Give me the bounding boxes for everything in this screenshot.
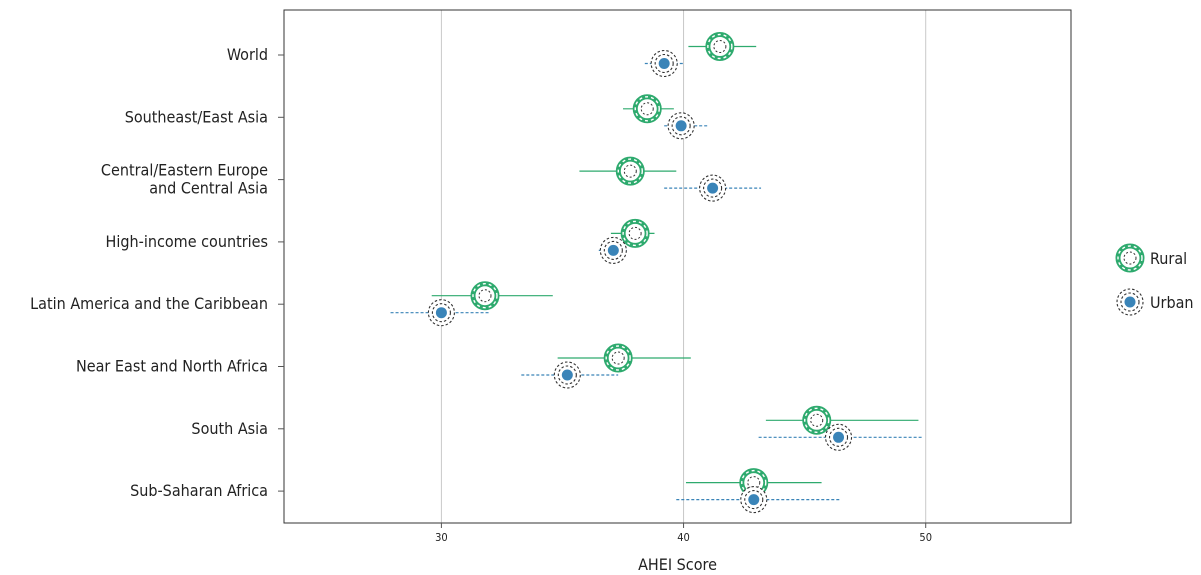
- x-axis-title: AHEI Score: [638, 555, 717, 574]
- legend-marker-urban: [1116, 288, 1144, 316]
- point-urban: [599, 236, 627, 264]
- category-label: Central/Eastern Europe and Central Asia: [101, 161, 268, 198]
- legend-item-urban: Urban: [1116, 288, 1194, 316]
- series-urban: [390, 49, 924, 514]
- point-urban: [740, 486, 768, 514]
- x-axis-ticks: 30 40 50: [435, 523, 932, 544]
- legend-item-rural: Rural: [1115, 243, 1187, 273]
- point-urban: [650, 49, 678, 78]
- legend-marker-rural: [1115, 243, 1145, 273]
- point-rural: [603, 343, 633, 373]
- point-rural: [620, 218, 650, 248]
- point-rural: [615, 156, 645, 186]
- x-tick-label: 30: [435, 531, 448, 544]
- point-urban: [427, 299, 455, 327]
- point-rural: [470, 281, 500, 311]
- category-label: Near East and North Africa: [76, 357, 268, 376]
- x-tick-label: 50: [919, 531, 932, 544]
- point-urban: [553, 361, 581, 389]
- category-label: South Asia: [191, 419, 268, 438]
- plot-frame: [283, 9, 1072, 524]
- category-label: High-income countries: [106, 232, 268, 251]
- series-rural: [431, 32, 919, 498]
- x-tick-label: 40: [677, 531, 690, 544]
- data-series: [390, 32, 924, 514]
- point-urban: [699, 174, 727, 202]
- category-label: Sub-Saharan Africa: [130, 481, 268, 500]
- point-urban: [824, 423, 853, 451]
- legend: Rural Urban: [1115, 243, 1194, 316]
- grid-lines: [440, 10, 927, 523]
- point-rural: [802, 405, 832, 435]
- category-label: World: [227, 45, 268, 64]
- point-rural: [705, 32, 735, 61]
- category-label: Latin America and the Caribbean: [30, 294, 268, 313]
- point-rural: [632, 94, 662, 124]
- category-labels: World Southeast/East Asia Central/Eastern …: [30, 45, 284, 500]
- legend-label: Urban: [1150, 293, 1194, 312]
- legend-label: Rural: [1150, 249, 1187, 268]
- point-urban: [667, 112, 695, 140]
- category-label: Southeast/East Asia: [125, 107, 268, 126]
